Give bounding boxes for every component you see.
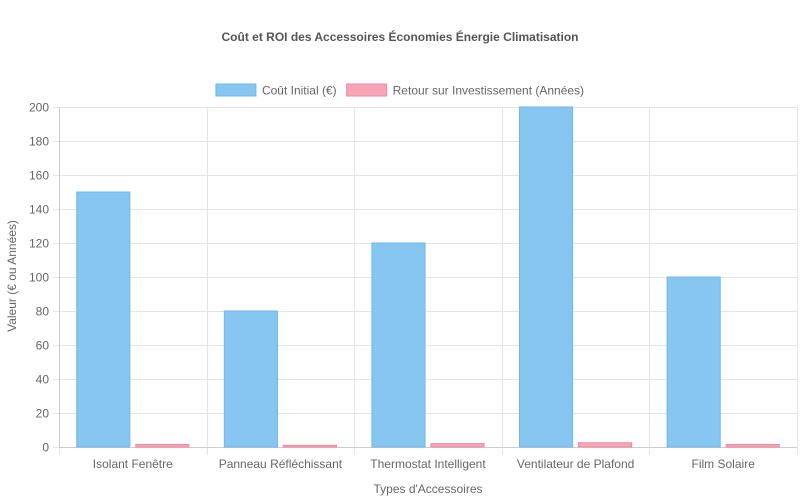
- bar-cout-initial-isolant-fenetre[interactable]: [76, 191, 131, 448]
- y-tick-label: 60: [36, 339, 50, 353]
- y-tick-label: 0: [42, 441, 49, 455]
- x-tick-label: Ventilateur de Plafond: [517, 457, 634, 471]
- chart-title: Coût et ROI des Accessoires Économies Én…: [222, 29, 579, 44]
- bar-retour-sur-investissement-annees-film-solaire[interactable]: [725, 443, 780, 448]
- x-tick-label: Film Solaire: [692, 457, 756, 471]
- y-tick-label: 100: [29, 271, 49, 285]
- x-tick-label: Panneau Réfléchissant: [219, 457, 343, 471]
- bar-retour-sur-investissement-annees-thermostat-intelligent[interactable]: [430, 443, 485, 448]
- y-tick-label: 20: [36, 407, 50, 421]
- bar-cout-initial-thermostat-intelligent[interactable]: [371, 242, 426, 448]
- legend-label: Retour sur Investissement (Années): [393, 84, 584, 98]
- bar-cout-initial-panneau-reflechissant[interactable]: [223, 310, 278, 448]
- y-tick-label: 180: [29, 135, 49, 149]
- bar-retour-sur-investissement-annees-isolant-fenetre[interactable]: [135, 443, 190, 448]
- y-tick-label: 120: [29, 237, 49, 251]
- y-axis-title: Valeur (€ ou Années): [5, 220, 19, 332]
- bar-retour-sur-investissement-annees-panneau-reflechissant[interactable]: [282, 444, 337, 448]
- legend-swatch: [215, 83, 257, 97]
- bar-retour-sur-investissement-annees-ventilateur-de-plafond[interactable]: [578, 442, 633, 448]
- y-tick-label: 200: [29, 101, 49, 115]
- legend-label: Coût Initial (€): [262, 84, 337, 98]
- legend-item-cout-initial[interactable]: Coût Initial (€): [215, 83, 337, 98]
- x-tick-label: Isolant Fenêtre: [93, 457, 173, 471]
- y-tick-label: 40: [36, 373, 50, 387]
- bar-cout-initial-film-solaire[interactable]: [666, 276, 721, 448]
- bars: [76, 106, 780, 448]
- x-tick-label: Thermostat Intelligent: [370, 457, 486, 471]
- legend: Coût Initial (€) Retour sur Investissemen…: [215, 83, 584, 98]
- y-axis-ticks: 0 20 40 60 80 100 120 140 160 180 200: [29, 101, 49, 455]
- legend-swatch: [346, 83, 388, 97]
- legend-item-retour-sur-investissement-annees[interactable]: Retour sur Investissement (Années): [346, 83, 584, 98]
- x-axis-ticks: Isolant Fenêtre Panneau Réfléchissant Ther…: [93, 457, 755, 471]
- y-tick-label: 140: [29, 203, 49, 217]
- y-tick-label: 80: [36, 305, 50, 319]
- bar-cout-initial-ventilateur-de-plafond[interactable]: [519, 106, 574, 448]
- y-tick-label: 160: [29, 169, 49, 183]
- x-axis-title: Types d'Accessoires: [373, 482, 482, 496]
